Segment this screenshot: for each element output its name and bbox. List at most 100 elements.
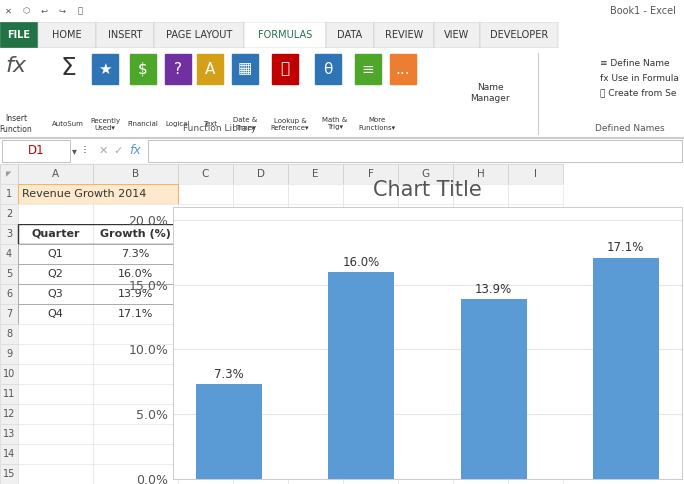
Bar [398, 284, 453, 304]
Text: Insert
Function: Insert Function [0, 114, 32, 134]
Bar [18, 224, 93, 244]
Bar [0, 264, 18, 284]
Text: 1: 1 [6, 189, 12, 199]
Text: ≡: ≡ [362, 61, 374, 76]
Bar [398, 404, 453, 424]
Bar [96, 22, 154, 48]
Bar [0, 384, 18, 404]
Text: ↩: ↩ [40, 6, 47, 15]
Bar [508, 444, 563, 464]
Text: F: F [367, 169, 373, 179]
Bar [93, 444, 178, 464]
Text: 🔍: 🔍 [280, 61, 289, 76]
Text: D: D [256, 169, 265, 179]
Bar [453, 384, 508, 404]
Bar [93, 364, 178, 384]
Bar [0, 224, 18, 244]
Bar [233, 324, 288, 344]
Text: 7.3%: 7.3% [214, 368, 244, 381]
Bar [93, 464, 178, 484]
Text: 7.3%: 7.3% [121, 249, 150, 259]
Text: ✕: ✕ [5, 6, 12, 15]
Text: D1: D1 [27, 145, 44, 157]
Bar [453, 464, 508, 484]
Bar [178, 164, 233, 184]
Text: Recently
Used▾: Recently Used▾ [90, 118, 120, 131]
Bar [0, 204, 18, 224]
Bar [453, 424, 508, 444]
Bar [130, 54, 156, 84]
Bar [18, 304, 178, 324]
Text: ◤: ◤ [6, 171, 12, 177]
Bar [93, 344, 178, 364]
Text: Logical: Logical [166, 121, 190, 127]
Bar [0, 344, 18, 364]
Bar [328, 272, 395, 479]
Bar [0, 244, 18, 264]
Bar [508, 404, 563, 424]
Bar [93, 224, 178, 244]
Bar [178, 464, 233, 484]
Bar [508, 204, 563, 224]
Bar [398, 244, 453, 264]
Bar [233, 384, 288, 404]
Text: REVIEW: REVIEW [385, 30, 423, 40]
Text: B: B [132, 169, 139, 179]
Text: Growth (%): Growth (%) [100, 229, 171, 239]
Bar [93, 204, 178, 224]
Bar [434, 22, 480, 48]
Bar [233, 364, 288, 384]
Bar [398, 464, 453, 484]
Text: DEVELOPER: DEVELOPER [490, 30, 548, 40]
Bar [508, 304, 563, 324]
Bar [288, 324, 343, 344]
Text: Math &
Trig▾: Math & Trig▾ [322, 118, 347, 131]
Bar [453, 304, 508, 324]
Text: 12: 12 [3, 409, 15, 419]
Text: Q4: Q4 [48, 309, 64, 319]
Text: 9: 9 [6, 349, 12, 359]
Title: Chart Title: Chart Title [373, 180, 482, 200]
Bar [93, 284, 178, 304]
Text: Book1 - Excel: Book1 - Excel [610, 6, 676, 16]
Bar [398, 444, 453, 464]
Text: 6: 6 [6, 289, 12, 299]
Bar [508, 264, 563, 284]
Bar [288, 404, 343, 424]
Bar [232, 54, 258, 84]
Bar [93, 424, 178, 444]
Bar [453, 204, 508, 224]
Text: 4: 4 [6, 249, 12, 259]
Bar [343, 164, 398, 184]
Text: ▦: ▦ [238, 61, 252, 76]
Bar [178, 344, 233, 364]
Text: H: H [477, 169, 484, 179]
Bar [233, 344, 288, 364]
Bar [18, 364, 93, 384]
Text: Name
Manager: Name Manager [470, 83, 510, 103]
Bar [343, 344, 398, 364]
Bar [355, 54, 381, 84]
Bar [178, 244, 233, 264]
Bar [233, 164, 288, 184]
Bar [374, 22, 434, 48]
Text: 11: 11 [3, 389, 15, 399]
Bar [288, 444, 343, 464]
Bar [398, 324, 453, 344]
Bar [288, 284, 343, 304]
Text: Q3: Q3 [48, 289, 64, 299]
Bar [398, 424, 453, 444]
Text: 10: 10 [3, 369, 15, 379]
Bar [0, 304, 18, 324]
Bar [593, 257, 659, 479]
Text: I: I [534, 169, 537, 179]
Bar [343, 304, 398, 324]
Bar [390, 54, 416, 84]
Text: $: $ [138, 61, 148, 76]
Bar [178, 304, 233, 324]
Text: Lookup &
Reference▾: Lookup & Reference▾ [271, 118, 309, 131]
Text: E: E [313, 169, 319, 179]
Bar [0, 444, 18, 464]
Text: C: C [202, 169, 209, 179]
Bar [343, 444, 398, 464]
